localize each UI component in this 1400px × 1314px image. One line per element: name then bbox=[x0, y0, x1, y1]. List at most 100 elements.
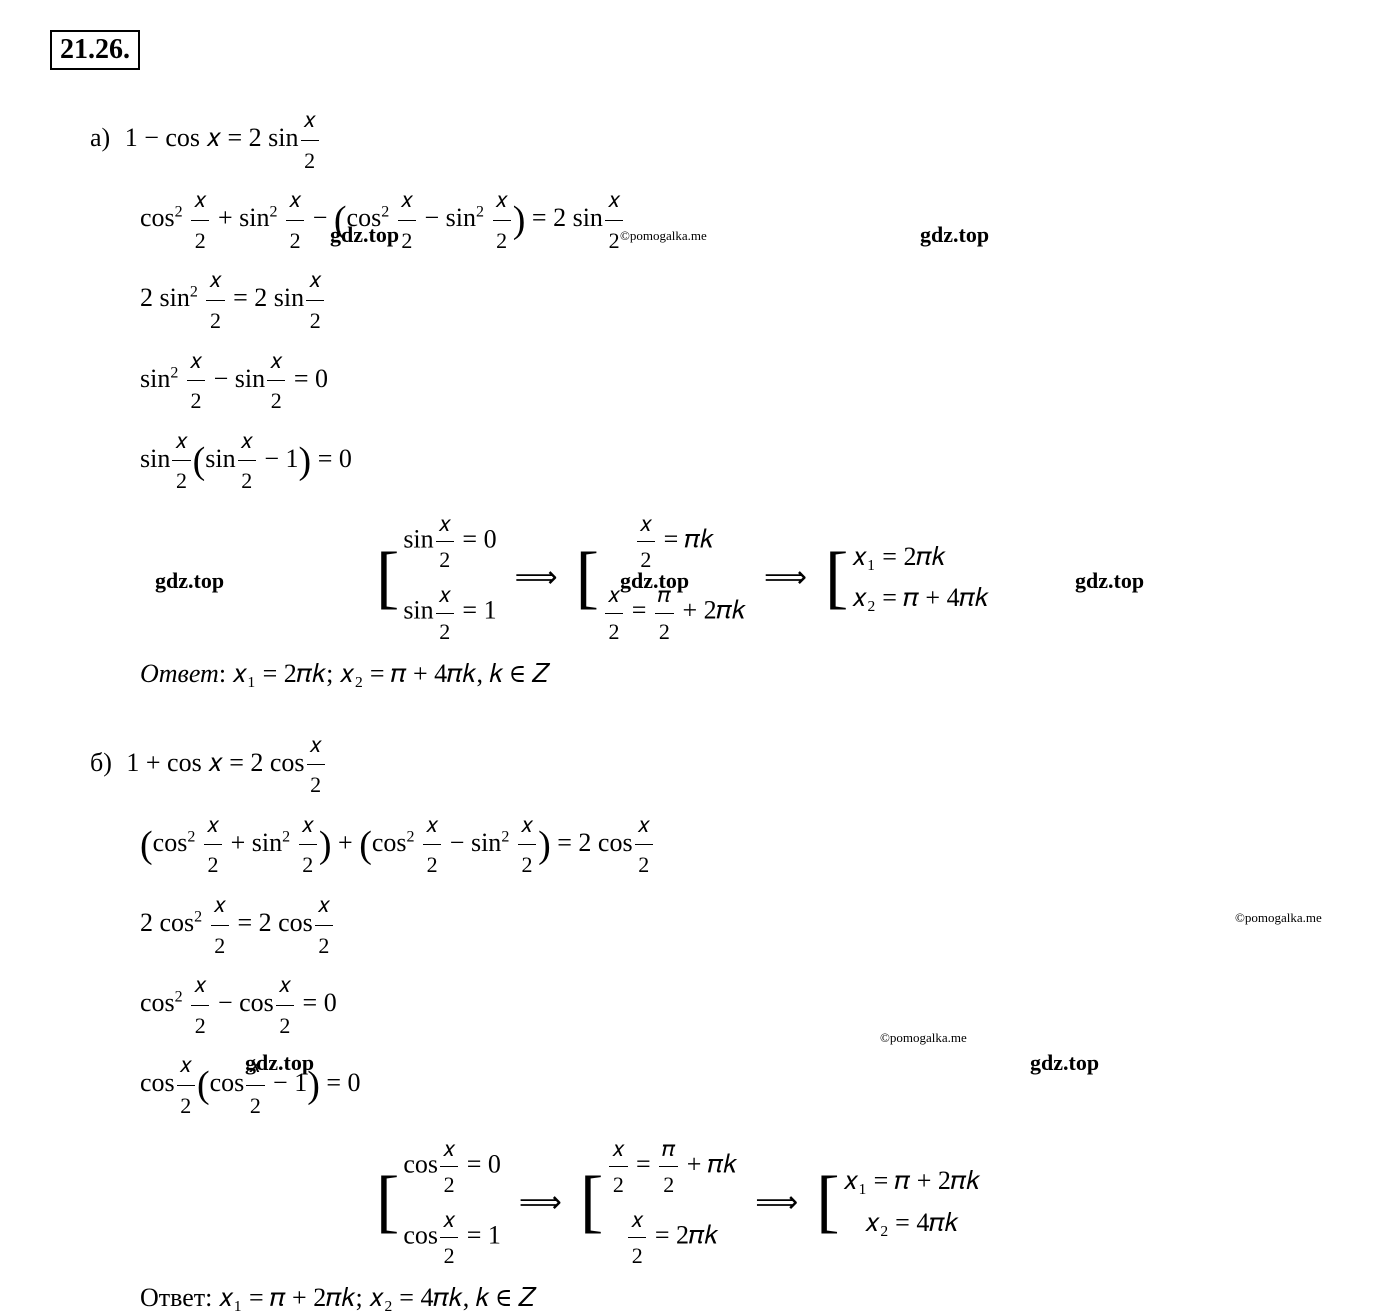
eq-text: cos bbox=[140, 1069, 175, 1098]
sup: 2 bbox=[501, 828, 509, 845]
eq-text: = 2 cos bbox=[231, 908, 313, 937]
frac-num: 𝑥 bbox=[306, 260, 324, 301]
frac-num: 𝑥 bbox=[191, 180, 209, 221]
implies-arrow-icon: ⟹ bbox=[515, 560, 558, 595]
sys-row: sin𝑥2 = 0 bbox=[403, 506, 496, 577]
paren-right: ) bbox=[513, 199, 526, 241]
frac-num: 𝑥 bbox=[286, 180, 304, 221]
watermark-gdz: gdz.top bbox=[1030, 1050, 1099, 1076]
part-b-label: б) bbox=[90, 740, 112, 787]
part-a-line2: cos2 𝑥2 + sin2 𝑥2 − (cos2 𝑥2 − sin2 𝑥2) … bbox=[140, 180, 1350, 260]
frac-den: 2 bbox=[286, 221, 304, 261]
part-a-answer: Ответ: 𝑥₁ = 2𝜋𝑘; 𝑥₂ = 𝜋 + 4𝜋𝑘, 𝑘 ∈ 𝑍 bbox=[140, 659, 1350, 690]
eq-text: cos bbox=[372, 828, 407, 857]
frac-num: 𝑥 bbox=[191, 965, 209, 1006]
watermark-pomogalka: ©pomogalka.me bbox=[1235, 910, 1322, 926]
problem-number: 21.26. bbox=[50, 30, 140, 70]
sup: 2 bbox=[170, 364, 178, 381]
sup: 2 bbox=[476, 204, 484, 221]
frac-den: 2 bbox=[493, 221, 511, 261]
bracket-system-1: [ cos𝑥2 = 0 cos𝑥2 = 1 bbox=[376, 1131, 501, 1274]
watermark-gdz: gdz.top bbox=[1075, 568, 1144, 594]
frac-num: 𝑥 bbox=[423, 805, 441, 846]
eq-text: + sin bbox=[224, 828, 282, 857]
watermark-pomogalka: ©pomogalka.me bbox=[620, 228, 707, 244]
frac-den: 2 bbox=[206, 301, 224, 341]
frac-num: 𝑥 bbox=[172, 421, 190, 462]
eq-text: + sin bbox=[211, 203, 269, 232]
frac-den: 2 bbox=[267, 381, 285, 421]
frac-num: 𝑥 bbox=[211, 885, 229, 926]
bracket-system-3: [ 𝑥₁ = 𝜋 + 2𝜋𝑘 𝑥₂ = 4𝜋𝑘 bbox=[816, 1160, 980, 1243]
paren-left: ( bbox=[197, 1064, 210, 1106]
part-a-line4: sin2 𝑥2 − sin𝑥2 = 0 bbox=[140, 341, 1350, 421]
frac-den: 2 bbox=[191, 1006, 209, 1046]
eq-text: = 0 bbox=[320, 1069, 361, 1098]
sys-row: cos𝑥2 = 0 bbox=[403, 1131, 501, 1202]
watermark-gdz: gdz.top bbox=[920, 222, 989, 248]
frac-num: 𝑥 bbox=[187, 341, 205, 382]
eq-text: − sin bbox=[443, 828, 501, 857]
eq-text: 2 sin bbox=[140, 283, 190, 312]
implies-arrow-icon: ⟹ bbox=[519, 1185, 562, 1220]
answer-text: : 𝑥₁ = 𝜋 + 2𝜋𝑘; 𝑥₂ = 4𝜋𝑘, 𝑘 ∈ 𝑍 bbox=[205, 1283, 534, 1312]
part-b-line4: cos2 𝑥2 − cos𝑥2 = 0 bbox=[140, 965, 1350, 1045]
bracket-icon: [ bbox=[376, 548, 399, 608]
eq-text: = 0 bbox=[287, 364, 328, 393]
watermark-gdz: gdz.top bbox=[330, 222, 399, 248]
sys-row: 𝑥₁ = 2𝜋𝑘 bbox=[852, 536, 989, 578]
frac-num: 𝑥 bbox=[204, 805, 222, 846]
frac-den: 2 bbox=[307, 765, 325, 805]
answer-text: : 𝑥₁ = 2𝜋𝑘; 𝑥₂ = 𝜋 + 4𝜋𝑘, 𝑘 ∈ 𝑍 bbox=[219, 659, 548, 688]
frac-den: 2 bbox=[635, 845, 653, 885]
eq-text: cos bbox=[210, 1069, 245, 1098]
frac-num: 𝑥 bbox=[605, 180, 623, 221]
paren-right: ) bbox=[538, 824, 551, 866]
bracket-icon: [ bbox=[580, 1172, 603, 1232]
sys-row: sin𝑥2 = 1 bbox=[403, 577, 496, 648]
eq-text: − cos bbox=[211, 988, 273, 1017]
frac-den: 2 bbox=[423, 845, 441, 885]
implies-arrow-icon: ⟹ bbox=[764, 560, 807, 595]
part-a-system: [ sin𝑥2 = 0 sin𝑥2 = 1 ⟹ [ 𝑥2 = 𝜋𝑘 𝑥2 = 𝜋… bbox=[370, 506, 1350, 649]
eq-text: sin bbox=[140, 444, 170, 473]
answer-label: Ответ bbox=[140, 1283, 205, 1312]
part-b-line1: б) 1 + cos 𝑥 = 2 cos𝑥2 bbox=[90, 725, 1350, 805]
eq-text: − sin bbox=[418, 203, 476, 232]
sys-row: 𝑥2 = 𝜋2 + 𝜋𝑘 bbox=[607, 1131, 737, 1202]
sup: 2 bbox=[269, 204, 277, 221]
frac-den: 2 bbox=[177, 1086, 195, 1126]
frac-den: 2 bbox=[211, 926, 229, 966]
eq-text: cos bbox=[140, 203, 175, 232]
frac-den: 2 bbox=[238, 461, 256, 501]
frac-den: 2 bbox=[306, 301, 324, 341]
implies-arrow-icon: ⟹ bbox=[755, 1185, 798, 1220]
part-b: б) 1 + cos 𝑥 = 2 cos𝑥2 (cos2 𝑥2 + sin2 𝑥… bbox=[90, 725, 1350, 1314]
eq-text: sin bbox=[140, 364, 170, 393]
frac-num: 𝑥 bbox=[276, 965, 294, 1006]
answer-label: Ответ bbox=[140, 659, 219, 688]
frac-num: 𝑥 bbox=[177, 1045, 195, 1086]
sys-row: 𝑥₂ = 4𝜋𝑘 bbox=[844, 1202, 981, 1244]
paren-right: ) bbox=[319, 824, 332, 866]
frac-den: 2 bbox=[315, 926, 333, 966]
paren-left: ( bbox=[193, 440, 206, 482]
eq-text: + bbox=[332, 828, 360, 857]
paren-left: ( bbox=[359, 824, 372, 866]
frac-den: 2 bbox=[172, 461, 190, 501]
frac-den: 2 bbox=[191, 221, 209, 261]
sys-row: 𝑥2 = 2𝜋𝑘 bbox=[607, 1202, 737, 1273]
sup: 2 bbox=[175, 204, 183, 221]
eq-text: cos bbox=[140, 988, 175, 1017]
part-a: а) 1 − cos 𝑥 = 2 sin𝑥2 cos2 𝑥2 + sin2 𝑥2… bbox=[90, 100, 1350, 690]
eq-text: 2 cos bbox=[140, 908, 194, 937]
eq-text: = 0 bbox=[311, 444, 352, 473]
sys-row: 𝑥₁ = 𝜋 + 2𝜋𝑘 bbox=[844, 1160, 981, 1202]
eq-text: = 0 bbox=[296, 988, 337, 1017]
eq-text: cos bbox=[153, 828, 188, 857]
frac-den: 2 bbox=[398, 221, 416, 261]
frac-num: 𝑥 bbox=[493, 180, 511, 221]
watermark-pomogalka: ©pomogalka.me bbox=[880, 1030, 967, 1046]
bracket-system-3: [ 𝑥₁ = 2𝜋𝑘 𝑥₂ = 𝜋 + 4𝜋𝑘 bbox=[825, 536, 989, 619]
bracket-icon: [ bbox=[825, 548, 848, 608]
